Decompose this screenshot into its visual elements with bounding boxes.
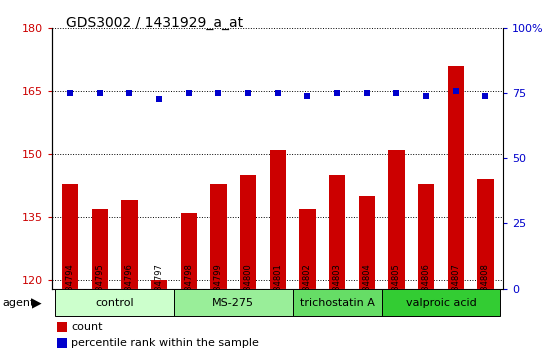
- Text: GSM234803: GSM234803: [333, 263, 342, 314]
- Text: GSM234796: GSM234796: [125, 263, 134, 314]
- Point: [362, 91, 371, 96]
- Text: valproic acid: valproic acid: [405, 298, 476, 308]
- Bar: [382, 289, 500, 316]
- Text: GSM234808: GSM234808: [481, 263, 490, 314]
- Bar: [57, 338, 67, 348]
- Text: GDS3002 / 1431929_a_at: GDS3002 / 1431929_a_at: [66, 16, 243, 30]
- Text: GSM234799: GSM234799: [214, 263, 223, 314]
- Bar: [418, 184, 434, 289]
- Point: [65, 91, 74, 96]
- Bar: [270, 150, 286, 289]
- Point: [392, 91, 401, 96]
- Text: GSM234794: GSM234794: [65, 263, 75, 314]
- Bar: [180, 213, 197, 289]
- Point: [333, 91, 342, 96]
- Text: ▶: ▶: [32, 296, 42, 309]
- Text: percentile rank within the sample: percentile rank within the sample: [71, 338, 259, 348]
- Bar: [240, 175, 256, 289]
- Text: agent: agent: [3, 298, 35, 308]
- Point: [481, 93, 490, 99]
- Text: trichostatin A: trichostatin A: [300, 298, 375, 308]
- Bar: [448, 66, 464, 289]
- Text: MS-275: MS-275: [212, 298, 254, 308]
- Bar: [151, 280, 167, 289]
- Bar: [388, 150, 405, 289]
- Point: [452, 88, 460, 93]
- Text: GSM234802: GSM234802: [303, 263, 312, 314]
- Bar: [174, 289, 293, 316]
- Point: [244, 91, 252, 96]
- Point: [273, 91, 282, 96]
- Bar: [477, 179, 493, 289]
- Point: [184, 91, 193, 96]
- Bar: [62, 184, 78, 289]
- Bar: [329, 175, 345, 289]
- Text: GSM234798: GSM234798: [184, 263, 193, 314]
- Text: count: count: [71, 322, 103, 332]
- Text: GSM234807: GSM234807: [452, 263, 460, 314]
- Text: GSM234806: GSM234806: [422, 263, 431, 314]
- Point: [125, 91, 134, 96]
- Text: GSM234801: GSM234801: [273, 263, 282, 314]
- Bar: [57, 322, 67, 332]
- Point: [422, 93, 431, 99]
- Bar: [299, 209, 316, 289]
- Bar: [91, 209, 108, 289]
- Text: GSM234795: GSM234795: [95, 263, 104, 314]
- Bar: [55, 289, 174, 316]
- Bar: [359, 196, 375, 289]
- Point: [214, 91, 223, 96]
- Text: GSM234797: GSM234797: [155, 263, 163, 314]
- Point: [155, 96, 163, 101]
- Point: [95, 91, 104, 96]
- Text: GSM234804: GSM234804: [362, 263, 371, 314]
- Text: control: control: [95, 298, 134, 308]
- Bar: [121, 200, 138, 289]
- Text: GSM234805: GSM234805: [392, 263, 401, 314]
- Point: [303, 93, 312, 99]
- Text: GSM234800: GSM234800: [244, 263, 252, 314]
- Bar: [293, 289, 382, 316]
- Bar: [210, 184, 227, 289]
